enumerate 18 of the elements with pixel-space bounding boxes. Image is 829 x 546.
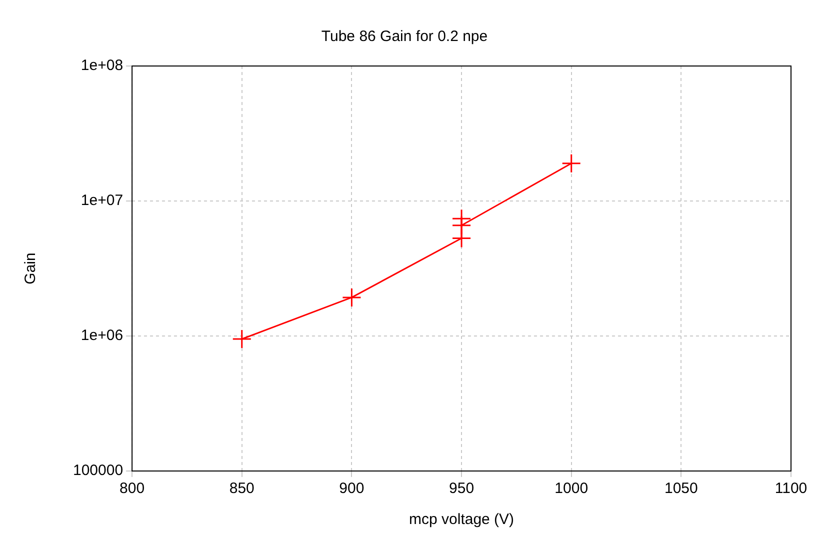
- x-tick-label: 1100: [774, 480, 808, 498]
- point: [342, 288, 362, 308]
- y-tick-label: 100000: [72, 462, 124, 480]
- point: [562, 154, 582, 174]
- x-tick-label: 800: [120, 480, 145, 498]
- point: [232, 329, 252, 349]
- x-tick-label: 900: [339, 480, 364, 498]
- y-tick-label: 1e+08: [80, 57, 124, 74]
- x-tick-label: 850: [229, 480, 254, 498]
- x-tick-label: 1050: [664, 480, 698, 498]
- x-axis-title: mcp voltage (V): [409, 511, 514, 528]
- y-axis-title: Gain: [22, 252, 40, 284]
- chart-title: Tube 86 Gain for 0.2 npe: [321, 28, 488, 46]
- point: [452, 216, 472, 236]
- x-tick-label: 1000: [554, 480, 588, 498]
- y-tick-label: 1e+07: [80, 192, 124, 210]
- y-tick-label: 1e+06: [80, 327, 124, 344]
- x-tick-label: 950: [449, 480, 474, 498]
